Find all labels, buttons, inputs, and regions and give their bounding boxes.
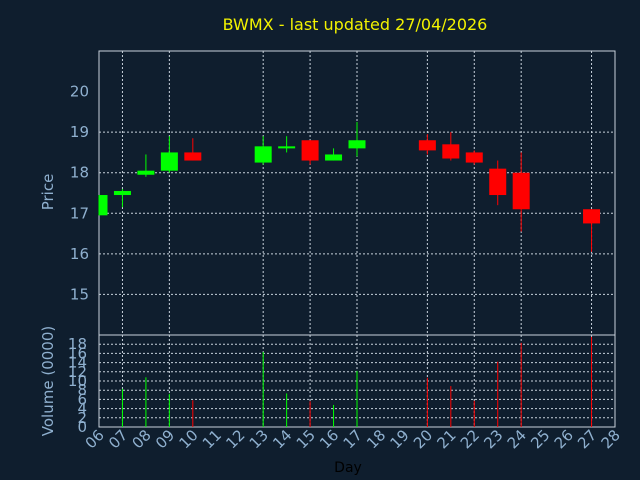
candle-body — [278, 146, 296, 149]
x-tick-label: 11 — [199, 426, 225, 452]
candle-body — [442, 144, 460, 159]
x-tick-label: 23 — [480, 426, 506, 452]
candle-body — [583, 209, 601, 224]
x-tick-label: 16 — [316, 426, 342, 452]
price-grid — [98, 50, 616, 336]
candle-body — [137, 170, 155, 175]
x-tick-labels: 0607080910111213141516171819202122232425… — [82, 426, 624, 452]
x-tick-label: 27 — [574, 426, 600, 452]
candle-body — [418, 140, 436, 151]
volume-tick-label: 18 — [68, 335, 87, 353]
x-tick-label: 20 — [410, 426, 436, 452]
volume-tick-label: 6 — [77, 390, 87, 408]
x-tick-label: 19 — [387, 426, 413, 452]
volume-tick-label: 12 — [68, 363, 87, 381]
price-tick-label: 18 — [70, 164, 89, 182]
x-tick-label: 07 — [105, 426, 131, 452]
candle-body — [465, 152, 483, 163]
x-tick-label: 08 — [129, 426, 155, 452]
candle-body — [254, 146, 272, 163]
x-tick-label: 17 — [340, 426, 366, 452]
x-tick-label: 21 — [433, 426, 459, 452]
price-tick-label: 17 — [70, 204, 89, 222]
price-tick-label: 20 — [70, 83, 89, 101]
x-tick-label: 10 — [175, 426, 201, 452]
volume-axis-label: Volume (0000) — [39, 326, 57, 436]
x-tick-label: 24 — [504, 426, 530, 452]
x-tick-label: 22 — [457, 426, 483, 452]
candle-body — [160, 152, 178, 171]
chart-title: BWMX - last updated 27/04/2026 — [223, 15, 488, 34]
price-tick-label: 16 — [70, 245, 89, 263]
x-tick-label: 12 — [222, 426, 248, 452]
x-tick-label: 13 — [246, 426, 272, 452]
candle-body — [99, 195, 108, 216]
price-tick-label: 19 — [70, 123, 89, 141]
candles — [98, 122, 601, 252]
candle-body — [489, 168, 507, 196]
candle-body — [325, 154, 343, 161]
candle-body — [184, 152, 202, 161]
x-tick-label: 28 — [598, 426, 624, 452]
volume-tick-label: 0 — [77, 418, 87, 436]
candle-body — [512, 172, 530, 210]
x-tick-label: 14 — [269, 426, 295, 452]
volume-tick-label: 4 — [77, 400, 87, 418]
x-tick-label: 18 — [363, 426, 389, 452]
volume-tick-label: 2 — [77, 409, 87, 427]
x-axis-label: Day — [334, 460, 362, 476]
volume-tick-label: 16 — [68, 344, 87, 362]
x-tick-label: 26 — [551, 426, 577, 452]
candle-body — [301, 140, 319, 161]
volume-tick-label: 10 — [68, 372, 87, 390]
candle-body — [348, 140, 366, 149]
x-tick-label: 09 — [152, 426, 178, 452]
candle-body — [113, 190, 131, 196]
price-tick-label: 15 — [70, 285, 89, 303]
volume-bars — [121, 336, 593, 427]
x-tick-label: 15 — [293, 426, 319, 452]
price-axis-label: Price — [39, 174, 57, 211]
volume-tick-label: 8 — [77, 381, 87, 399]
volume-tick-label: 14 — [68, 354, 87, 372]
x-tick-label: 25 — [527, 426, 553, 452]
